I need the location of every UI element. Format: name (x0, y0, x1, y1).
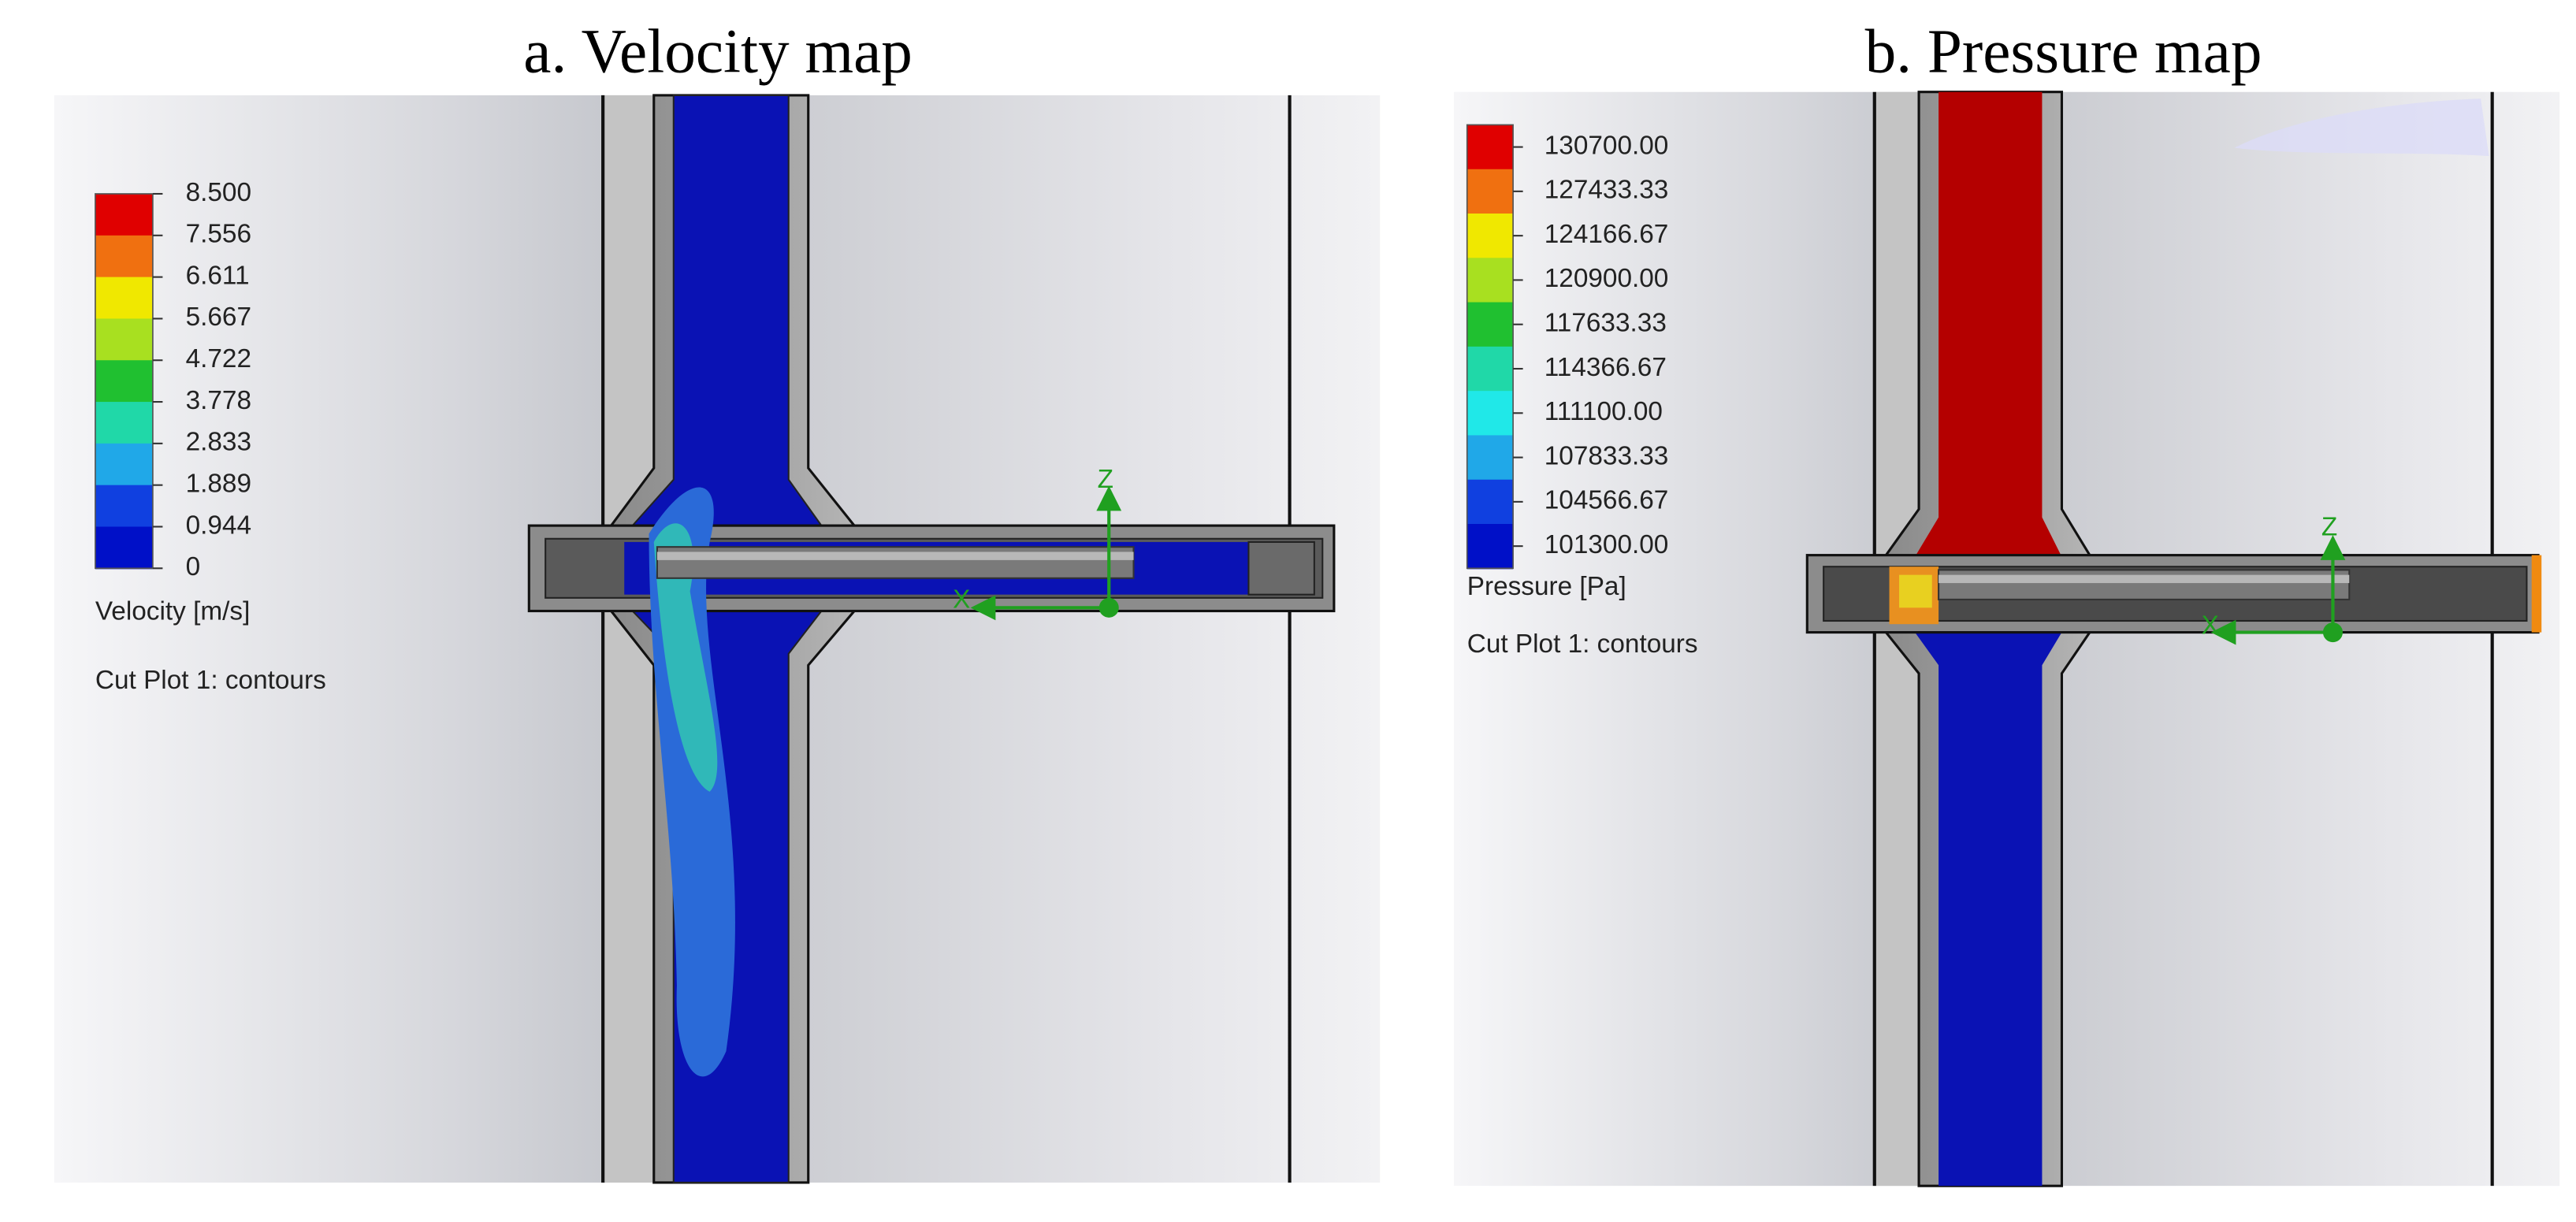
legend-label: 130700.00 (1544, 131, 1669, 160)
legend-swatch (1466, 346, 1514, 392)
legend-quantity: Velocity [m/s] (95, 596, 250, 626)
artifact (2234, 98, 2489, 157)
rod-highlight (1939, 574, 2350, 584)
legend-label: 114366.67 (1544, 353, 1667, 382)
axis-triad (2210, 535, 2346, 645)
rod (656, 546, 1135, 579)
legend-label: 2.833 (186, 428, 251, 457)
end-cap (2531, 555, 2542, 633)
rod-highlight (656, 552, 1134, 560)
panel-title: a. Velocity map (523, 17, 913, 87)
legend-label: 104566.67 (1544, 486, 1669, 515)
legend-swatch (1466, 214, 1514, 259)
legend-label: 111100.00 (1544, 397, 1663, 426)
axis-triad (970, 485, 1122, 621)
legend-label: 107833.33 (1544, 441, 1669, 470)
legend-swatch (1466, 435, 1514, 481)
legend-swatch (95, 360, 153, 403)
rod (1938, 569, 2351, 600)
legend-swatch (95, 318, 153, 362)
panel-title: b. Pressure map (1865, 17, 2262, 87)
legend-swatch (95, 193, 153, 236)
legend-swatch (95, 402, 153, 444)
legend-label: 0.944 (186, 511, 251, 540)
axis-label: X (953, 585, 970, 614)
legend-frame (1466, 124, 1514, 570)
axis-label: X (2202, 611, 2219, 641)
legend-label: 6.611 (186, 261, 250, 290)
axis-label: Z (2321, 513, 2337, 542)
legend-swatch (95, 443, 153, 486)
legend-label: 5.667 (186, 303, 251, 332)
legend-swatch (1466, 258, 1514, 303)
panel-b: Z X b. Pressure map (1454, 17, 2560, 1187)
legend-label: 7.556 (186, 220, 251, 249)
plume-core (653, 523, 718, 792)
legend-label: 120900.00 (1544, 264, 1669, 293)
legend-swatch (1466, 124, 1514, 170)
legend-swatch (95, 485, 153, 528)
legend-swatch (1466, 391, 1514, 436)
legend-label: 101300.00 (1544, 530, 1669, 559)
legend-quantity: Pressure [Pa] (1467, 572, 1626, 601)
panel-a: Z X a. Velocity map (54, 17, 1381, 1184)
channel-upper (1909, 91, 2067, 567)
axis-label: Z (1098, 465, 1113, 494)
legend-swatch (1466, 479, 1514, 526)
legend-swatch (95, 235, 153, 278)
legend-frame (95, 193, 154, 570)
plot-label: Cut Plot 1: contours (95, 666, 326, 695)
legend-swatch (1466, 169, 1514, 215)
legend-label: 3.778 (186, 386, 251, 415)
legend-label: 0 (186, 552, 201, 581)
legend-label: 117633.33 (1544, 309, 1667, 338)
legend-label: 127433.33 (1544, 176, 1669, 205)
hot-spot-core (1899, 574, 1932, 608)
legend-label: 1.889 (186, 469, 251, 498)
channel-lower (1909, 624, 2067, 1187)
legend-swatch (1466, 524, 1514, 570)
legend-swatch (1466, 302, 1514, 347)
legend-swatch (95, 526, 153, 570)
legend-swatch (95, 277, 153, 320)
end-cap (1247, 540, 1315, 596)
legend-label: 124166.67 (1544, 220, 1669, 249)
legend-label: 4.722 (186, 344, 251, 373)
legend-label: 8.500 (186, 178, 251, 207)
plot-label: Cut Plot 1: contours (1467, 630, 1698, 659)
